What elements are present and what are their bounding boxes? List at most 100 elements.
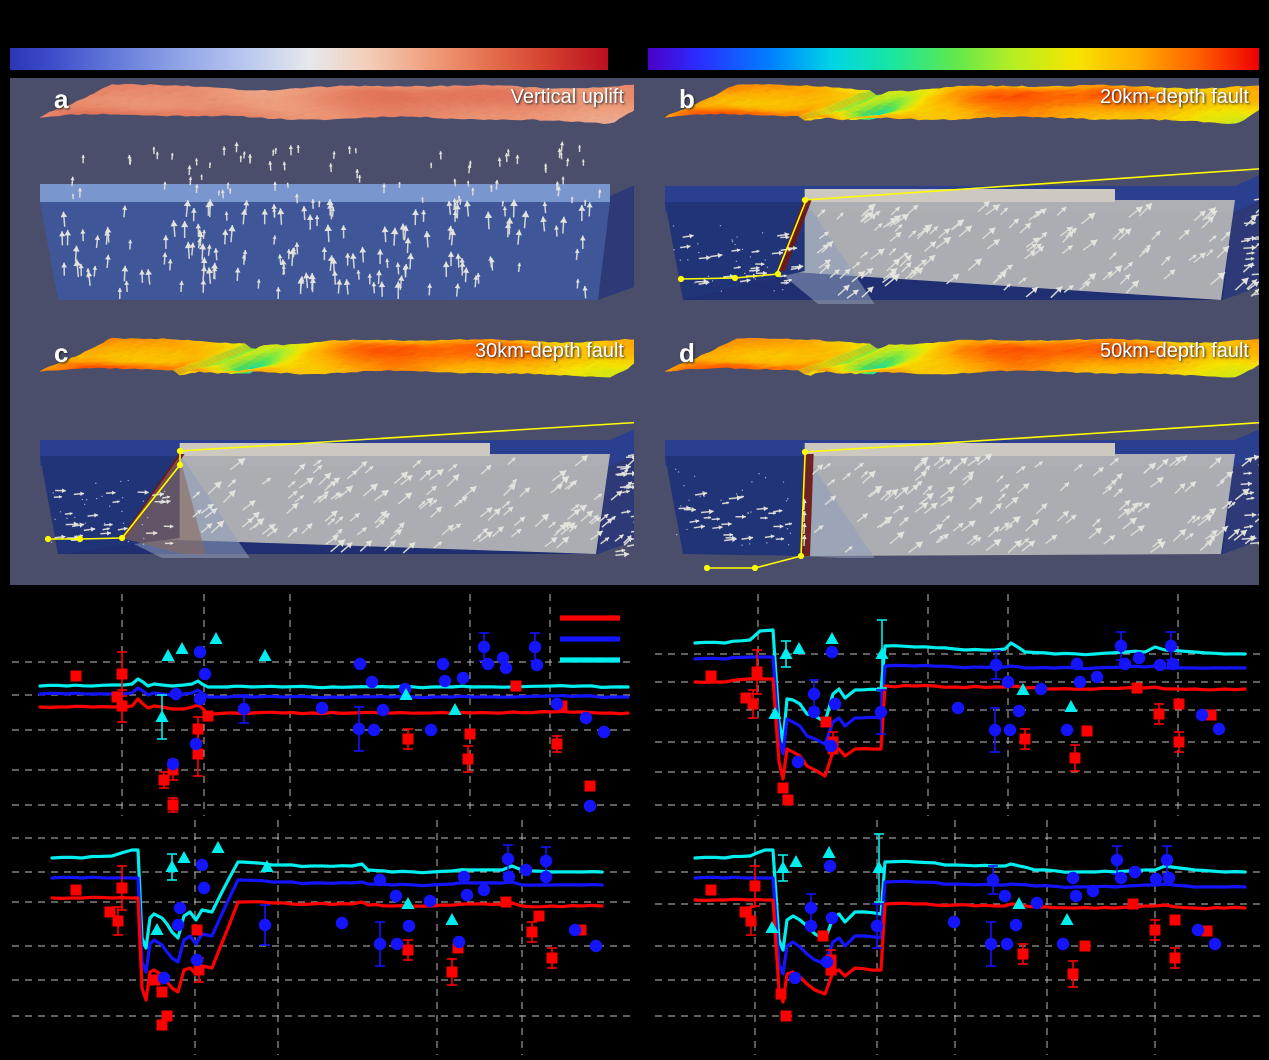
data-point: [804, 893, 818, 923]
data-point: [501, 844, 515, 874]
data-point: [1069, 744, 1081, 772]
data-point: [989, 650, 1003, 680]
data-point: [1079, 940, 1091, 952]
data-point: [530, 658, 544, 672]
data-point: [817, 930, 829, 942]
data-point: [583, 799, 597, 813]
data-point: [1208, 937, 1222, 951]
data-point: [828, 697, 842, 711]
data-point: [70, 884, 82, 896]
data-point: [477, 883, 491, 897]
data-point: [875, 619, 889, 689]
data-point: [1166, 657, 1180, 671]
data-point: [1016, 683, 1030, 695]
data-point: [947, 915, 961, 929]
gridlines: [12, 820, 632, 1055]
data-point: [1017, 943, 1029, 965]
data-point: [1201, 925, 1213, 937]
data-markers: [705, 619, 1226, 806]
data-point: [1153, 658, 1167, 672]
data-point: [156, 986, 168, 998]
data-point: [820, 955, 834, 969]
data-point: [353, 657, 367, 671]
series-blue-model: [693, 655, 1247, 756]
data-point: [533, 910, 545, 922]
data-point: [1173, 731, 1185, 753]
panel-d-letter: d: [679, 338, 695, 368]
data-point: [568, 923, 582, 937]
data-point: [1081, 725, 1093, 737]
data-point: [462, 745, 474, 773]
data-point: [438, 674, 452, 688]
panel-b-letter: b: [679, 84, 695, 114]
data-point: [191, 924, 203, 936]
data-point: [496, 651, 510, 665]
data-point: [192, 716, 204, 742]
data-point: [193, 692, 207, 706]
data-point: [195, 858, 209, 872]
data-point: [1132, 651, 1146, 665]
data-point: [1164, 631, 1178, 661]
data-point: [747, 689, 759, 719]
panel-c-30km-fault: c 30km-depth fault: [10, 332, 634, 585]
data-point: [198, 667, 212, 681]
data-point: [872, 833, 886, 903]
data-point: [155, 694, 169, 740]
data-point: [197, 881, 211, 895]
data-point: [424, 723, 438, 737]
panel-b-render: [664, 84, 1259, 304]
data-point: [1149, 919, 1161, 941]
data-point: [777, 782, 789, 794]
data-point: [825, 645, 839, 659]
data-point: [499, 661, 513, 675]
data-point: [169, 687, 183, 701]
plot-bl-canvas: [12, 820, 632, 1055]
data-point: [1205, 709, 1217, 721]
series-red-model: [38, 697, 630, 716]
data-point: [1056, 937, 1070, 951]
data-markers: [70, 841, 603, 1031]
panel-c-title: 30km-depth fault: [475, 340, 624, 362]
data-point: [1012, 704, 1026, 718]
data-point: [792, 642, 806, 654]
data-point: [807, 679, 821, 709]
series-blue-model: [50, 875, 604, 974]
data-point: [156, 1019, 168, 1031]
data-point: [1019, 728, 1031, 750]
data-point: [258, 649, 272, 661]
data-point: [1070, 657, 1084, 671]
data-point: [171, 918, 185, 932]
data-point: [768, 707, 782, 719]
data-point: [551, 735, 563, 753]
data-point: [1131, 682, 1143, 694]
coolwarm-colorbar: [10, 48, 608, 70]
plot-tl-canvas: [12, 594, 632, 816]
data-point: [402, 728, 414, 750]
panel-d-render: [664, 337, 1259, 572]
data-point: [584, 780, 596, 792]
data-point: [1114, 871, 1128, 885]
data-point: [190, 953, 204, 967]
data-point: [165, 853, 179, 881]
data-point: [1128, 865, 1142, 879]
data-point: [173, 901, 187, 915]
data-point: [464, 728, 476, 740]
data-point: [1003, 723, 1017, 737]
data-point: [1067, 960, 1079, 988]
data-point: [111, 691, 123, 703]
data-point: [1160, 845, 1174, 875]
data-point: [189, 737, 203, 751]
data-point: [260, 860, 274, 872]
data-point: [1090, 670, 1104, 684]
profile-plot-grid: [0, 586, 1269, 1060]
series-cyan-model: [38, 677, 630, 690]
data-point: [481, 657, 495, 671]
model-curves: [38, 677, 630, 716]
data-point: [335, 916, 349, 930]
panel-d-title: 50km-depth fault: [1100, 340, 1249, 362]
data-point: [446, 958, 458, 986]
legend: [560, 615, 620, 663]
data-point: [399, 688, 413, 700]
data-point: [951, 701, 965, 715]
series-red-model: [693, 677, 1247, 781]
